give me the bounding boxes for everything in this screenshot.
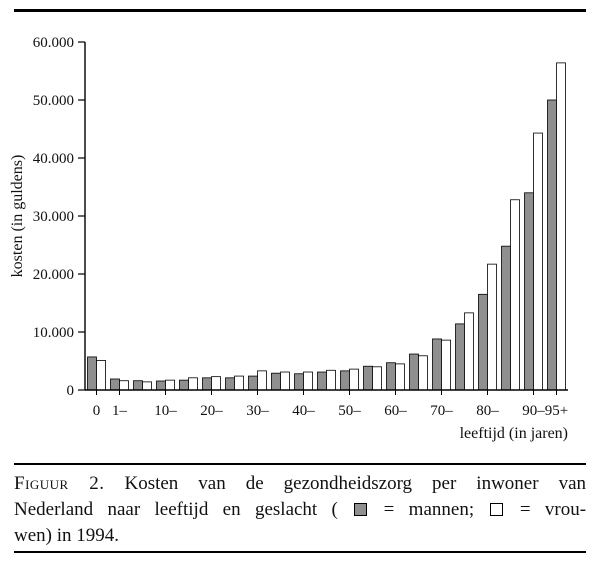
bar-vrouwen bbox=[533, 132, 543, 391]
caption-line-1: Figuur 2. Kosten van de gezondheidszorg … bbox=[14, 471, 586, 497]
x-tick-label: 90– bbox=[522, 403, 545, 419]
bar-mannen bbox=[455, 323, 465, 391]
bar-vrouwen bbox=[234, 375, 244, 391]
bar-vrouwen bbox=[418, 355, 428, 391]
bar-vrouwen bbox=[303, 371, 313, 391]
x-tick-label: 10– bbox=[154, 403, 177, 419]
caption-line-3: wen) in 1994. bbox=[14, 523, 586, 549]
legend-vrouwen-swatch-icon bbox=[490, 503, 504, 516]
bar-vrouwen bbox=[188, 377, 198, 391]
x-tick-label: 0 bbox=[93, 403, 101, 419]
caption-line-2: Nederland naar leeftijd en geslacht ( = … bbox=[14, 497, 586, 523]
x-tick-label: 30– bbox=[246, 403, 269, 419]
bar-vrouwen bbox=[395, 363, 405, 391]
caption-line1-text: Kosten van de gezondheidszorg per inwone… bbox=[124, 473, 586, 494]
figure-label: Figuur 2. bbox=[14, 473, 105, 494]
bar-mannen bbox=[501, 245, 511, 391]
x-tick-label: 95+ bbox=[545, 403, 568, 419]
bar-mannen bbox=[524, 192, 534, 391]
y-tick-label: 50.000 bbox=[33, 93, 74, 109]
bar-mannen bbox=[202, 377, 212, 391]
bar-mannen bbox=[340, 370, 350, 391]
x-tick-label: 80– bbox=[476, 403, 499, 419]
bar-mannen bbox=[110, 378, 120, 391]
bar-mannen bbox=[478, 293, 488, 391]
y-tick-label: 10.000 bbox=[33, 325, 74, 341]
bar-vrouwen bbox=[441, 339, 451, 391]
bar-mannen bbox=[294, 373, 304, 391]
y-tick-label: 20.000 bbox=[33, 267, 74, 283]
caption-line2-mid: = mannen; bbox=[383, 499, 475, 520]
bar-vrouwen bbox=[487, 263, 497, 391]
caption-top-rule bbox=[14, 463, 586, 465]
bar-mannen bbox=[386, 362, 396, 391]
y-tick-label: 40.000 bbox=[33, 151, 74, 167]
bar-vrouwen bbox=[372, 366, 382, 391]
bar-vrouwen bbox=[556, 62, 566, 391]
caption-line2-post: = vrou- bbox=[519, 499, 587, 520]
bar-vrouwen bbox=[349, 368, 359, 391]
x-tick-label: 50– bbox=[338, 403, 361, 419]
y-tick-label: 60.000 bbox=[33, 35, 74, 51]
bar-mannen bbox=[363, 365, 373, 391]
bar-vrouwen bbox=[142, 381, 152, 391]
bar-vrouwen bbox=[96, 360, 106, 391]
y-tick-label: 30.000 bbox=[33, 209, 74, 225]
bar-mannen bbox=[547, 99, 557, 391]
bar-vrouwen bbox=[464, 312, 474, 391]
bar-vrouwen bbox=[165, 379, 175, 391]
caption-line2-pre: Nederland naar leeftijd en geslacht ( bbox=[14, 499, 338, 520]
bar-mannen bbox=[432, 338, 442, 391]
bar-mannen bbox=[225, 377, 235, 391]
bar-mannen bbox=[179, 379, 189, 391]
bar-vrouwen bbox=[257, 370, 267, 391]
x-tick-label: 40– bbox=[292, 403, 315, 419]
figure-caption: Figuur 2. Kosten van de gezondheidszorg … bbox=[14, 471, 586, 549]
x-tick-label: 70– bbox=[430, 403, 453, 419]
legend-mannen-swatch-icon bbox=[354, 503, 368, 516]
bar-vrouwen bbox=[211, 376, 221, 391]
bar-vrouwen bbox=[119, 380, 129, 391]
x-tick-label: 60– bbox=[384, 403, 407, 419]
bar-mannen bbox=[271, 372, 281, 391]
bar-mannen bbox=[248, 375, 258, 391]
x-axis-title: leeftijd (in jaren) bbox=[460, 425, 568, 442]
bar-chart: 0 10.000 20.000 30.000 40.000 50.000 60.000 0 1–… bbox=[9, 35, 568, 442]
bar-mannen bbox=[133, 380, 143, 391]
x-tick-label: 1– bbox=[112, 403, 128, 419]
top-rule bbox=[14, 9, 586, 12]
bottom-rule bbox=[14, 551, 586, 553]
y-axis-title: kosten (in guldens) bbox=[9, 155, 26, 278]
bar-mannen bbox=[317, 371, 327, 391]
bar-vrouwen bbox=[326, 369, 336, 391]
x-tick-label: 20– bbox=[200, 403, 223, 419]
y-tick-label: 0 bbox=[67, 383, 75, 399]
bar-mannen bbox=[156, 380, 166, 391]
bar-vrouwen bbox=[280, 371, 290, 391]
bar-vrouwen bbox=[510, 199, 520, 391]
bar-mannen bbox=[87, 356, 97, 391]
caption-line3-text: wen) in 1994. bbox=[14, 525, 120, 546]
bar-mannen bbox=[409, 353, 419, 391]
